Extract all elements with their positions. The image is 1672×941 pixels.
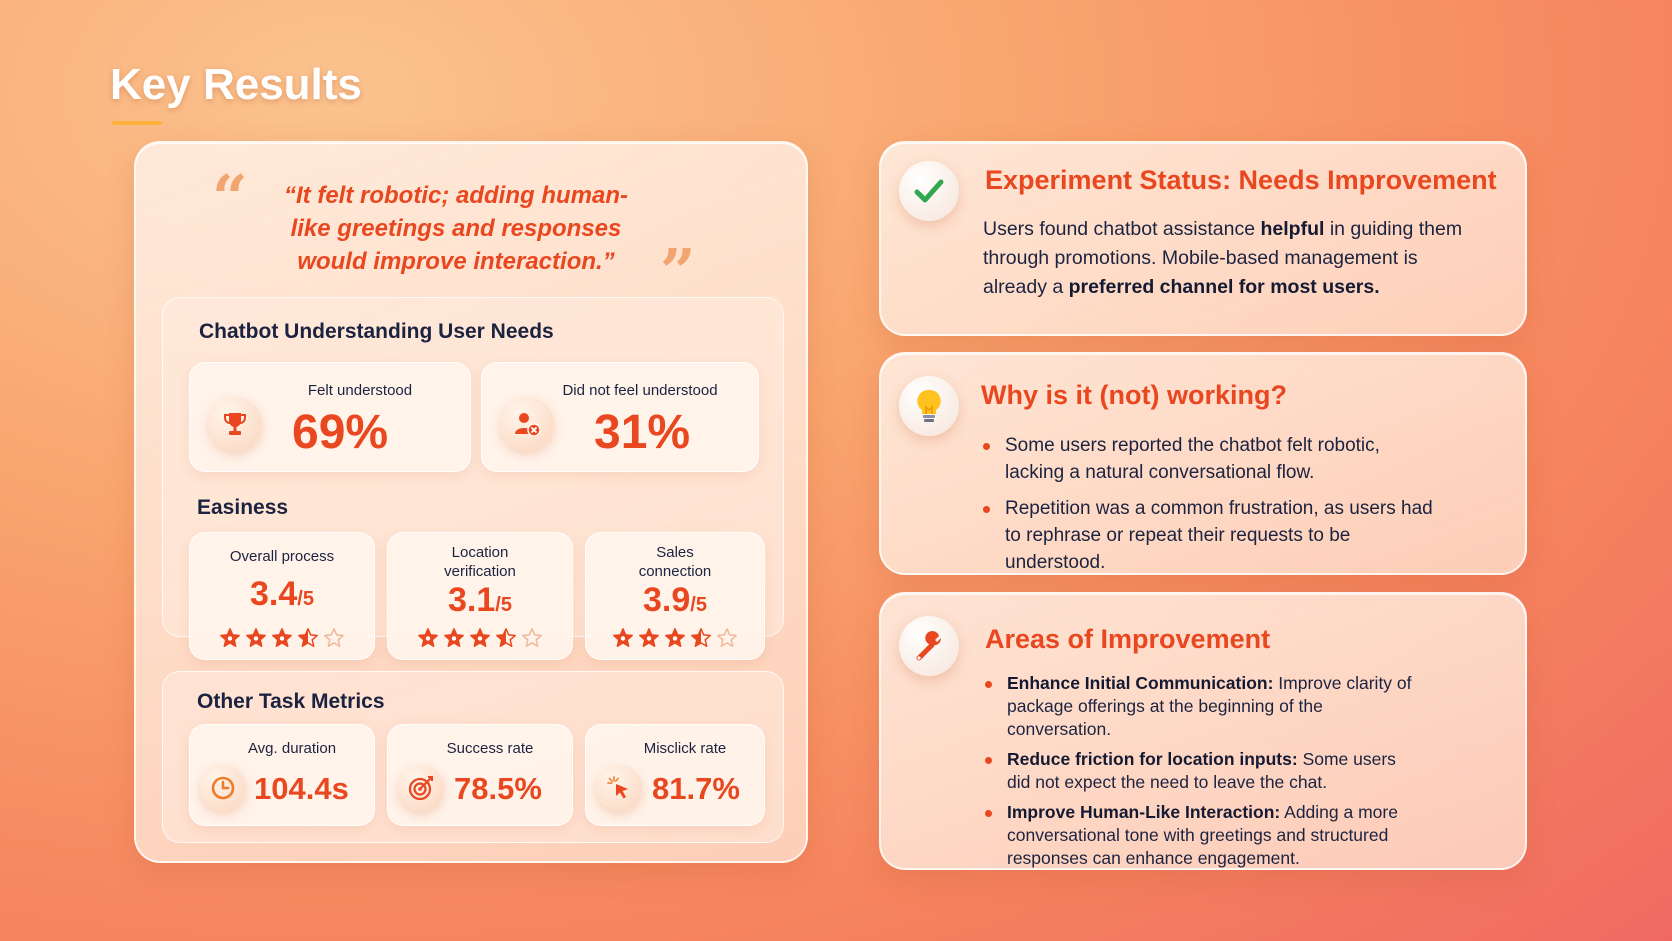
location-verification-card: Location verification 3.1/5 bbox=[387, 532, 573, 660]
star-full-icon bbox=[272, 628, 292, 647]
areas-point-heading: Reduce friction for location inputs: bbox=[1007, 749, 1298, 769]
trophy-icon bbox=[208, 397, 262, 451]
wrench-icon bbox=[899, 616, 959, 676]
title-underline bbox=[112, 121, 162, 125]
score-value: 3.4 bbox=[250, 575, 298, 613]
status-text-1: Users found chatbot assistance bbox=[983, 218, 1261, 240]
why-point: Repetition was a common frustration, as … bbox=[981, 495, 1441, 576]
location-verification-label: Location verification bbox=[388, 543, 572, 581]
status-bold-1: helpful bbox=[1260, 218, 1325, 240]
score-max: /5 bbox=[690, 594, 707, 616]
score-max: /5 bbox=[495, 594, 512, 616]
avg-duration-label: Avg. duration bbox=[247, 740, 337, 757]
felt-understood-card: Felt understood 69% bbox=[189, 362, 471, 472]
misclick-rate-card: Misclick rate 81.7% bbox=[585, 724, 765, 826]
areas-list: Enhance Initial Communication: Improve c… bbox=[983, 672, 1423, 877]
sales-connection-label: Sales connection bbox=[586, 543, 764, 581]
label-line-2: verification bbox=[444, 563, 516, 580]
success-rate-label: Success rate bbox=[446, 740, 534, 757]
overall-process-score: 3.4/5 bbox=[190, 575, 374, 614]
overall-process-card: Overall process 3.4/5 bbox=[189, 532, 375, 660]
why-list: Some users reported the chatbot felt rob… bbox=[981, 432, 1441, 585]
star-half-icon bbox=[691, 628, 711, 647]
target-icon bbox=[398, 765, 444, 811]
user-quote: “It felt robotic; adding human-like gree… bbox=[284, 182, 628, 275]
easiness-title: Easiness bbox=[197, 496, 289, 519]
lightbulb-icon bbox=[899, 376, 959, 436]
felt-understood-label: Felt understood bbox=[307, 382, 413, 399]
star-full-icon bbox=[418, 628, 438, 647]
clock-icon bbox=[200, 765, 246, 811]
star-empty-icon bbox=[324, 628, 344, 647]
score-value: 3.9 bbox=[643, 581, 691, 619]
page-title: Key Results bbox=[110, 60, 362, 109]
areas-point-text: Adding a more conversational tone with g… bbox=[1007, 802, 1398, 868]
why-card: Why is it (not) working? Some users repo… bbox=[879, 352, 1527, 575]
understanding-title: Chatbot Understanding User Needs bbox=[199, 320, 554, 343]
star-full-icon bbox=[613, 628, 633, 647]
star-empty-icon bbox=[522, 628, 542, 647]
not-understood-card: Did not feel understood 31% bbox=[481, 362, 759, 472]
areas-point: Enhance Initial Communication: Improve c… bbox=[983, 672, 1423, 741]
star-rating bbox=[190, 627, 374, 649]
score-max: /5 bbox=[297, 588, 314, 610]
not-understood-value: 31% bbox=[594, 406, 691, 459]
label-line-2: connection bbox=[638, 563, 712, 580]
areas-title: Areas of Improvement bbox=[985, 624, 1271, 654]
areas-card: Areas of Improvement Enhance Initial Com… bbox=[879, 592, 1527, 870]
status-bold-2: preferred channel for most users. bbox=[1068, 276, 1380, 298]
open-quote-mark: “ bbox=[212, 161, 248, 234]
score-value: 3.1 bbox=[448, 581, 496, 619]
experiment-status-card: Experiment Status: Needs Improvement Use… bbox=[879, 141, 1527, 336]
misclick-rate-label: Misclick rate bbox=[643, 740, 727, 757]
why-title: Why is it (not) working? bbox=[981, 380, 1287, 410]
felt-understood-value: 69% bbox=[292, 406, 389, 459]
status-title: Experiment Status: Needs Improvement bbox=[985, 165, 1497, 195]
areas-point-heading: Improve Human-Like Interaction: bbox=[1007, 802, 1281, 822]
avg-duration-value: 104.4s bbox=[254, 771, 349, 806]
cursor-click-icon bbox=[596, 765, 642, 811]
success-rate-card: Success rate 78.5% bbox=[387, 724, 573, 826]
star-half-icon bbox=[496, 628, 516, 647]
avg-duration-card: Avg. duration 104.4s bbox=[189, 724, 375, 826]
status-body: Users found chatbot assistance helpful i… bbox=[983, 215, 1483, 302]
success-rate-value: 78.5% bbox=[454, 771, 542, 806]
sales-connection-card: Sales connection 3.9/5 bbox=[585, 532, 765, 660]
other-metrics-title: Other Task Metrics bbox=[197, 690, 385, 713]
star-full-icon bbox=[665, 628, 685, 647]
star-full-icon bbox=[246, 628, 266, 647]
areas-point: Improve Human-Like Interaction: Adding a… bbox=[983, 801, 1423, 870]
star-full-icon bbox=[444, 628, 464, 647]
star-full-icon bbox=[639, 628, 659, 647]
star-rating bbox=[388, 627, 572, 649]
check-icon bbox=[899, 161, 959, 221]
user-x-icon bbox=[500, 397, 554, 451]
close-quote-mark: ” bbox=[660, 235, 696, 308]
understanding-section: Chatbot Understanding User Needs Felt un… bbox=[162, 297, 784, 660]
star-half-icon bbox=[298, 628, 318, 647]
label-line-1: Location bbox=[451, 544, 509, 561]
areas-point-text: Some users did not expect the need to le… bbox=[1007, 749, 1396, 792]
areas-point-heading: Enhance Initial Communication: bbox=[1007, 673, 1274, 693]
areas-point: Reduce friction for location inputs: Som… bbox=[983, 748, 1423, 794]
status-text-2: in guiding them through promotions. Mobi… bbox=[983, 218, 1463, 298]
not-understood-label: Did not feel understood bbox=[562, 382, 718, 399]
star-empty-icon bbox=[717, 628, 737, 647]
results-panel: “ “It felt robotic; adding human-like gr… bbox=[134, 141, 808, 863]
sales-connection-score: 3.9/5 bbox=[586, 581, 764, 620]
star-full-icon bbox=[470, 628, 490, 647]
label-line-1: Sales bbox=[656, 544, 694, 561]
other-metrics-section: Other Task Metrics Avg. duration 104.4s … bbox=[162, 671, 784, 843]
overall-process-label: Overall process bbox=[229, 548, 335, 565]
star-full-icon bbox=[220, 628, 240, 647]
misclick-rate-value: 81.7% bbox=[652, 771, 740, 806]
star-rating bbox=[586, 627, 764, 649]
areas-point-text: Improve clarity of package offerings at … bbox=[1007, 673, 1412, 739]
why-point: Some users reported the chatbot felt rob… bbox=[981, 432, 1441, 486]
location-verification-score: 3.1/5 bbox=[388, 581, 572, 620]
